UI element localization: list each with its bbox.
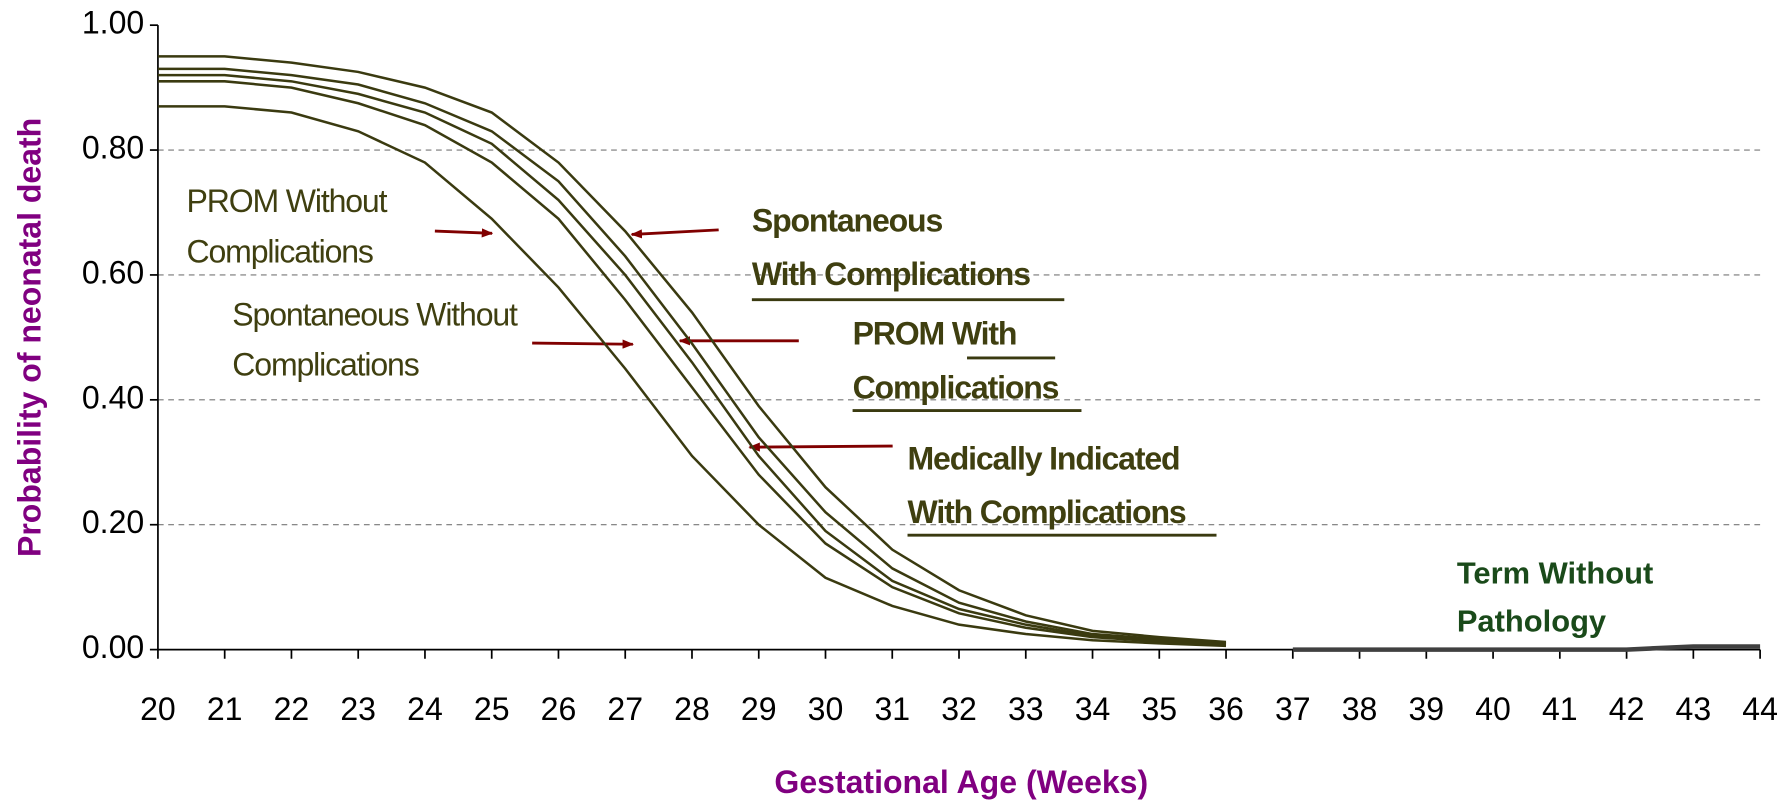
annotation: PROM With: [853, 316, 1017, 352]
y-tick-label: 0.80: [82, 130, 144, 166]
x-tick-label: 33: [1008, 691, 1044, 727]
y-tick-label: 0.20: [82, 504, 144, 540]
x-tick-label: 41: [1542, 691, 1578, 727]
annotation: Medically Indicated: [908, 440, 1180, 476]
y-tick-label: 1.00: [82, 5, 144, 41]
x-tick-label: 35: [1141, 691, 1177, 727]
x-tick-label: 26: [541, 691, 577, 727]
series-line: [157, 73, 1227, 646]
y-tick-label: 0.60: [82, 254, 144, 290]
annotation: PROM Without: [187, 183, 388, 219]
x-tick-label: 32: [941, 691, 977, 727]
annotation: Complications: [187, 233, 373, 269]
arrows: [434, 228, 893, 452]
y-tick-label: 0.00: [82, 629, 144, 665]
annotation: Term Without: [1457, 555, 1653, 590]
annotation: Complications: [853, 369, 1059, 405]
underlines: [751, 298, 1217, 537]
x-tick-label: 40: [1475, 691, 1511, 727]
annotation: Spontaneous Without: [232, 296, 518, 332]
x-tick-label: 30: [808, 691, 844, 727]
annotation: Spontaneous: [752, 202, 943, 238]
annotation: With Complications: [908, 494, 1186, 530]
x-tick-label: 43: [1676, 691, 1712, 727]
annotation: Pathology: [1457, 603, 1606, 638]
x-tick-label: 39: [1408, 691, 1444, 727]
x-tick-label: 42: [1609, 691, 1645, 727]
arrow: [630, 228, 719, 239]
annotation: With Complications: [752, 256, 1030, 292]
x-tick-label: 44: [1742, 691, 1778, 727]
x-tick-label: 27: [607, 691, 643, 727]
series-line: [157, 55, 1227, 644]
x-tick-label: 24: [407, 691, 443, 727]
x-tick-label: 23: [340, 691, 376, 727]
series-line: [157, 80, 1227, 646]
arrow: [532, 339, 635, 349]
x-tick-label: 29: [741, 691, 777, 727]
series-line: [157, 67, 1227, 645]
annotation: Complications: [232, 347, 418, 383]
x-tick-label: 28: [674, 691, 710, 727]
x-tick-label: 37: [1275, 691, 1311, 727]
arrow: [748, 442, 893, 452]
x-axis-title: Gestational Age (Weeks): [774, 764, 1148, 800]
x-tick-label: 36: [1208, 691, 1244, 727]
y-axis-title: Probability of neonatal death: [12, 118, 48, 557]
series-line: [157, 105, 1227, 648]
x-tick-label: 25: [474, 691, 510, 727]
arrow: [434, 228, 494, 238]
x-tick-label: 21: [207, 691, 243, 727]
series-line: [1292, 644, 1761, 652]
x-tick-label: 31: [874, 691, 910, 727]
x-tick-label: 38: [1342, 691, 1378, 727]
x-tick-label: 34: [1075, 691, 1111, 727]
x-tick-label: 22: [274, 691, 310, 727]
y-tick-label: 0.40: [82, 379, 144, 415]
x-tick-label: 20: [140, 691, 176, 727]
